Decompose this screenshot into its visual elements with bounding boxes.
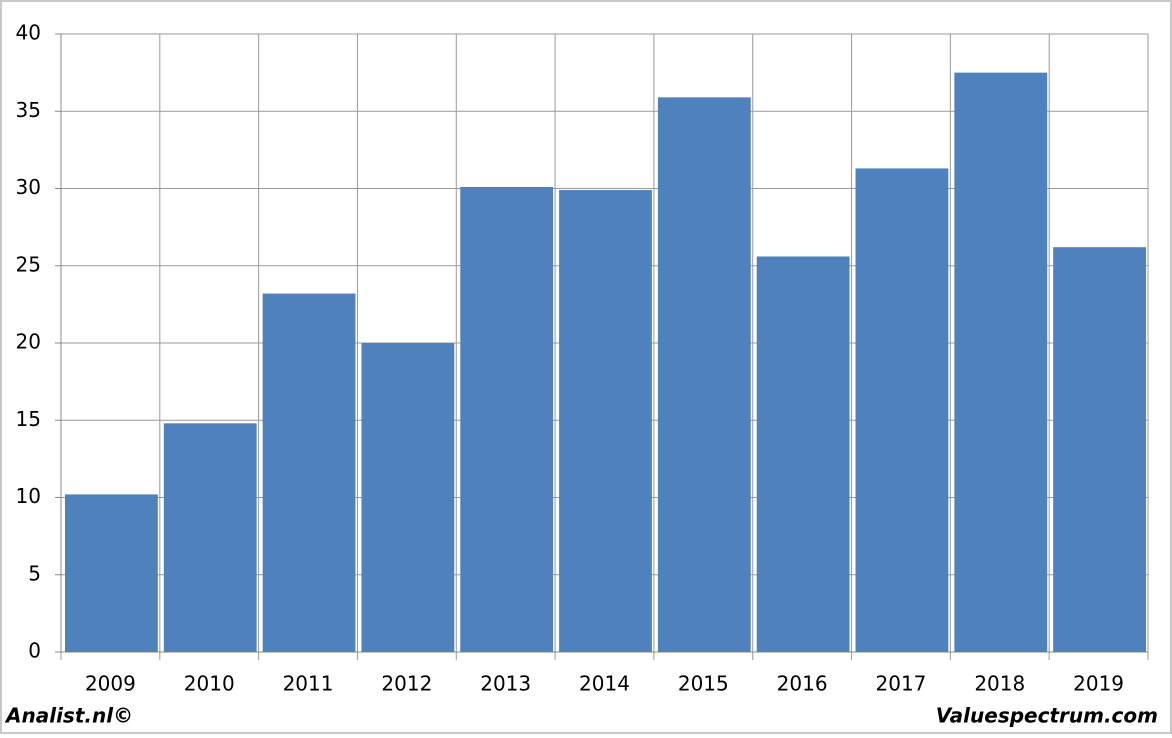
bar (361, 343, 455, 652)
x-tick-label: 2014 (579, 672, 630, 696)
x-tick-label: 2017 (876, 672, 927, 696)
x-tick-label: 2009 (85, 672, 136, 696)
x-tick-label: 2016 (777, 672, 828, 696)
bar (65, 494, 158, 652)
source-left: Analist.nl© (4, 704, 133, 728)
x-tick-label: 2018 (974, 672, 1025, 696)
source-right: Valuespectrum.com (936, 704, 1158, 728)
y-tick-label: 25 (16, 252, 41, 276)
bar (657, 97, 751, 653)
y-tick-label: 5 (28, 561, 41, 585)
y-tick-label: 30 (16, 175, 41, 199)
x-tick-label: 2015 (678, 672, 729, 696)
y-tick-label: 35 (16, 98, 41, 122)
bar (262, 293, 356, 652)
y-tick-label: 15 (16, 407, 41, 431)
x-tick-label: 2012 (381, 672, 432, 696)
y-tick-label: 10 (16, 484, 41, 508)
y-tick-label: 0 (28, 639, 41, 663)
bar (559, 190, 652, 653)
bar (1053, 247, 1146, 652)
y-tick-label: 20 (16, 330, 41, 354)
x-tick-label: 2019 (1073, 672, 1124, 696)
x-tick-label: 2013 (480, 672, 531, 696)
bar (163, 423, 257, 652)
x-tick-label: 2011 (283, 672, 334, 696)
bar (460, 186, 554, 652)
bar (756, 256, 850, 652)
x-tick-label: 2010 (184, 672, 235, 696)
bar (954, 72, 1048, 652)
y-tick-label: 40 (16, 21, 41, 45)
bar (855, 168, 949, 653)
